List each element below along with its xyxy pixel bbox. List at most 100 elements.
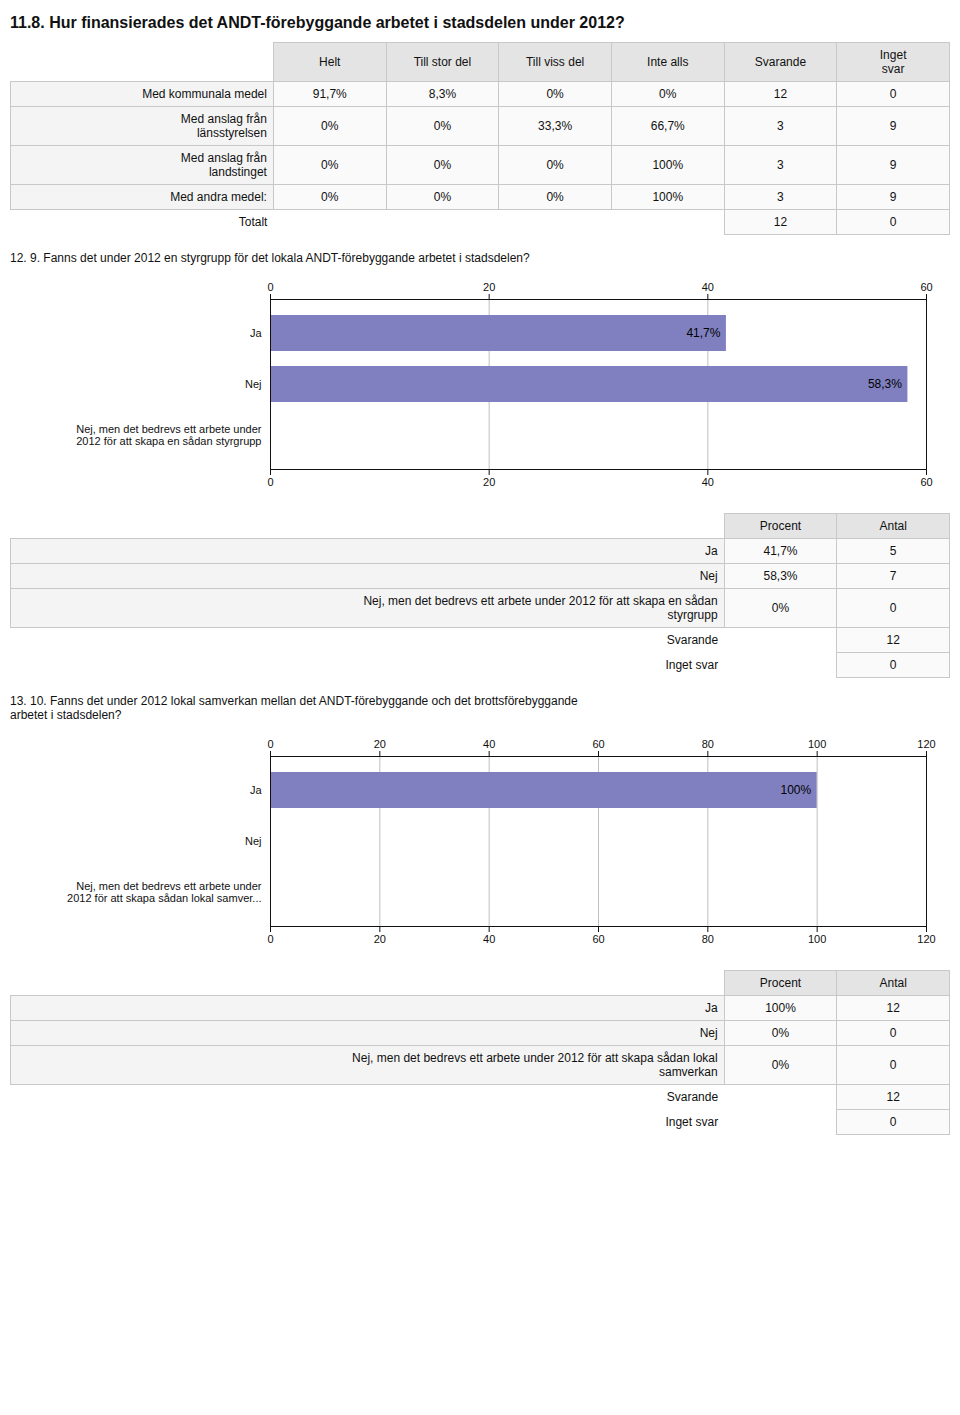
svg-text:20: 20 (483, 476, 495, 488)
html-text:0%: 0% (771, 1026, 790, 1040)
html-text:0%: 0% (321, 119, 339, 133)
html-text:8,3%: 8,3% (428, 87, 457, 101)
html-text:58,3%: 58,3% (763, 569, 798, 583)
html-text:Med kommunala medel: Med kommunala medel (142, 87, 267, 101)
html-text:0: 0 (889, 1058, 897, 1072)
html-text:0%: 0% (546, 158, 564, 172)
svg-text:80: 80 (702, 738, 714, 750)
html-text:11.8. Hur finansierades det AN: 11.8. Hur finansierades det ANDT-förebyg… (10, 14, 625, 31)
svg-text:100: 100 (808, 738, 826, 750)
html-text:Totalt: Totalt (238, 215, 268, 230)
svg-text:Nej, men det bedrevs ett arbet: Nej, men det bedrevs ett arbete under201… (76, 423, 262, 447)
html-text:Inget svar: Inget svar (665, 658, 719, 672)
svg-text:120: 120 (917, 933, 935, 945)
html-text:3: 3 (777, 158, 784, 172)
html-text:66,7%: 66,7% (650, 119, 685, 133)
html-text:7: 7 (889, 569, 897, 583)
html-text:Svarande: Svarande (666, 633, 719, 648)
html-text:Med anslag från landstinget: Med anslag från landstinget (180, 151, 267, 179)
html-text:Nej: Nej (699, 569, 718, 583)
svg-text:100%: 100% (780, 783, 811, 797)
html-text:Nej, men det bedrevs ett arbet: Nej, men det bedrevs ett arbete under 20… (363, 594, 718, 622)
html-text:Svarande: Svarande (666, 1090, 719, 1105)
html-text:Procent: Procent (759, 519, 802, 533)
html-text:0%: 0% (659, 87, 677, 101)
html-text:0%: 0% (546, 87, 564, 101)
html-text:100%: 100% (652, 190, 684, 204)
html-text:12: 12 (773, 215, 788, 229)
svg-text:0: 0 (267, 738, 273, 750)
html-text:13. 10. Fanns det under 2012 l: 13. 10. Fanns det under 2012 lokal samve… (10, 694, 578, 722)
html-text:12: 12 (886, 633, 900, 647)
html-text:0%: 0% (546, 190, 564, 204)
svg-text:Nej: Nej (245, 835, 262, 847)
html-text:0: 0 (889, 1115, 897, 1129)
svg-text:20: 20 (374, 933, 386, 945)
html-text:12: 12 (886, 1001, 900, 1015)
svg-text:40: 40 (483, 738, 495, 750)
html-text:0%: 0% (433, 119, 452, 133)
svg-text:0: 0 (267, 933, 273, 945)
svg-text:20: 20 (483, 281, 495, 293)
html-text:0%: 0% (771, 1058, 790, 1072)
svg-text:41,7%: 41,7% (686, 326, 720, 340)
html-text:Ja: Ja (705, 544, 718, 558)
html-text:Ja: Ja (705, 1001, 718, 1015)
html-text:Med andra medel:: Med andra medel: (170, 190, 267, 204)
svg-text:60: 60 (920, 476, 932, 488)
svg-text:40: 40 (702, 281, 714, 293)
html-text:0%: 0% (771, 601, 790, 615)
html-text:3: 3 (777, 119, 784, 133)
html-text:100%: 100% (765, 1001, 796, 1015)
html-text:0%: 0% (433, 190, 452, 204)
html-text:9: 9 (889, 190, 897, 204)
html-text:41,7%: 41,7% (763, 544, 798, 558)
html-text:0: 0 (889, 87, 897, 101)
html-text:Antal: Antal (879, 519, 907, 533)
html-text:0: 0 (889, 1026, 897, 1040)
svg-text:Nej, men det bedrevs ett arbet: Nej, men det bedrevs ett arbete under201… (67, 880, 262, 904)
html-text:0: 0 (889, 658, 897, 672)
html-text:0%: 0% (321, 158, 339, 172)
html-text:12. 9. Fanns det under 2012 en: 12. 9. Fanns det under 2012 en styrgrupp… (10, 251, 530, 265)
html-text:33,3%: 33,3% (538, 119, 573, 133)
html-text:9: 9 (889, 158, 897, 172)
svg-text:40: 40 (483, 933, 495, 945)
html-text:Antal: Antal (879, 976, 907, 990)
svg-text:58,3%: 58,3% (868, 377, 902, 391)
svg-text:120: 120 (917, 738, 935, 750)
html-text:Inget svar: Inget svar (665, 1115, 719, 1129)
html-text:Nej: Nej (699, 1026, 718, 1040)
svg-text:60: 60 (592, 933, 604, 945)
html-text:Procent: Procent (759, 976, 802, 990)
html-text:Med anslag från länsstyrelsen: Med anslag från länsstyrelsen (180, 112, 267, 140)
html-text:Svarande: Svarande (754, 55, 807, 69)
html-text:0: 0 (889, 215, 897, 229)
html-text:Inget svar: Inget svar (879, 48, 907, 76)
svg-text:0: 0 (267, 281, 273, 293)
svg-text:80: 80 (702, 933, 714, 945)
html-text:Helt: Helt (319, 55, 341, 69)
html-text:Till viss del: Till viss del (526, 55, 585, 69)
html-text:0%: 0% (433, 158, 452, 172)
html-text:9: 9 (889, 119, 897, 133)
html-text:Inte alls: Inte alls (647, 55, 689, 69)
svg-text:60: 60 (592, 738, 604, 750)
html-text:Till stor del: Till stor del (413, 55, 472, 69)
html-text:0: 0 (889, 601, 897, 615)
html-text:100%: 100% (652, 158, 684, 172)
svg-text:60: 60 (920, 281, 932, 293)
svg-text:Ja: Ja (250, 784, 263, 796)
svg-text:100: 100 (808, 933, 826, 945)
svg-text:20: 20 (374, 738, 386, 750)
svg-text:Ja: Ja (250, 327, 263, 339)
svg-text:Nej: Nej (245, 378, 262, 390)
svg-text:40: 40 (702, 476, 714, 488)
html-text:12: 12 (773, 87, 788, 101)
html-text:0%: 0% (321, 190, 339, 204)
html-text:91,7%: 91,7% (312, 87, 347, 101)
svg-text:0: 0 (267, 476, 273, 488)
html-text:12: 12 (886, 1090, 900, 1104)
html-text:5: 5 (889, 544, 897, 558)
html-text:Nej, men det bedrevs ett arbet: Nej, men det bedrevs ett arbete under 20… (352, 1051, 718, 1079)
